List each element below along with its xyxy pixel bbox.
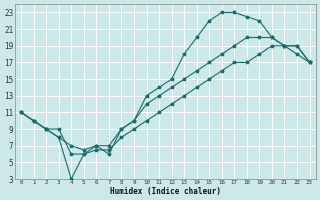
X-axis label: Humidex (Indice chaleur): Humidex (Indice chaleur) [110, 187, 221, 196]
